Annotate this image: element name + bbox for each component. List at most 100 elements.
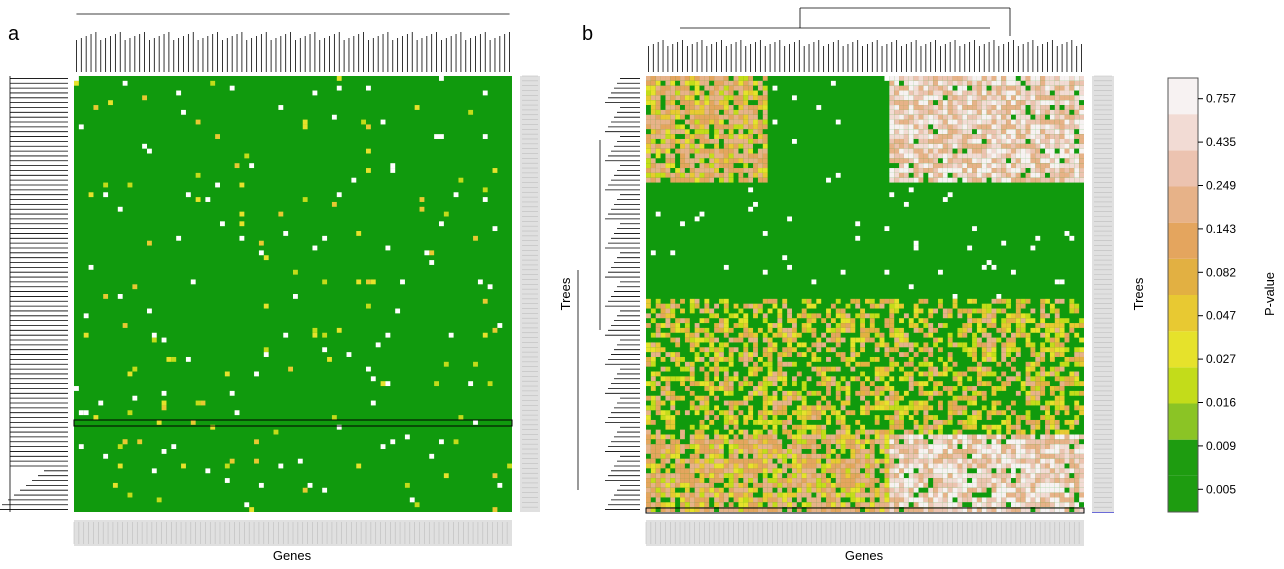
heatmap-b-cell — [801, 507, 807, 512]
heatmap-b-cell — [777, 386, 783, 391]
heatmap-b-cell — [1079, 76, 1084, 81]
heatmap-b-cell — [1015, 482, 1021, 488]
heatmap-b-cell — [680, 507, 685, 512]
heatmap-b-cell — [947, 502, 953, 508]
heatmap-b-cell — [748, 134, 754, 139]
heatmap-b-cell — [650, 347, 656, 353]
heatmap-b-cell — [646, 434, 651, 440]
heatmap-b-cell — [821, 468, 827, 474]
heatmap-b-cell — [738, 76, 744, 81]
heatmap-a-cell — [263, 347, 269, 353]
heatmap-b-cell — [913, 473, 919, 479]
heatmap-b-cell — [1049, 109, 1055, 115]
heatmap-b-cell — [860, 468, 865, 474]
heatmap-b-cell — [772, 453, 778, 459]
heatmap-b-cell — [957, 327, 963, 333]
heatmap-b-cell — [787, 337, 792, 343]
heatmap-b-cell — [894, 153, 900, 159]
heatmap-b-cell — [933, 138, 938, 144]
heatmap-b-cell — [777, 453, 783, 459]
heatmap-b-cell — [976, 487, 982, 493]
heatmap-b-cell — [899, 434, 904, 440]
heatmap-b-cell — [723, 473, 729, 479]
heatmap-b-cell — [1074, 168, 1080, 173]
heatmap-b-cell — [865, 361, 870, 367]
heatmap-b-cell — [709, 473, 715, 479]
heatmap-a-cell — [400, 279, 405, 285]
heatmap-b-cell — [903, 473, 909, 479]
heatmap-b-cell — [655, 90, 661, 96]
heatmap-a-cell — [151, 337, 157, 343]
heatmap-b-cell — [738, 332, 744, 338]
heatmap-b-cell — [757, 356, 763, 362]
heatmap-b-cell — [1064, 478, 1070, 483]
heatmap-b-cell — [757, 80, 763, 86]
heatmap-b-cell — [719, 114, 724, 120]
heatmap-b-cell — [1069, 177, 1075, 183]
heatmap-b-cell — [714, 303, 719, 309]
heatmap-b-cell — [908, 168, 914, 173]
heatmap-b-cell — [884, 371, 890, 377]
heatmap-b-cell — [874, 356, 880, 362]
heatmap-b-cell — [918, 463, 924, 469]
heatmap-b-cell — [714, 415, 719, 420]
heatmap-b-cell — [728, 487, 734, 493]
heatmap-b-cell — [1035, 177, 1041, 183]
heatmap-b-cell — [694, 172, 700, 178]
heatmap-b-cell — [670, 250, 676, 256]
heatmap-b-cell — [1045, 332, 1050, 338]
heatmap-b-cell — [840, 473, 846, 479]
heatmap-b-cell — [933, 327, 938, 333]
heatmap-b-cell — [1001, 502, 1007, 508]
heatmap-b-cell — [903, 405, 909, 411]
heatmap-b-cell — [1035, 105, 1041, 110]
heatmap-b-cell — [699, 143, 705, 149]
heatmap-b-cell — [1045, 415, 1050, 420]
heatmap-b-cell — [976, 129, 982, 135]
heatmap-b-cell — [646, 90, 651, 96]
heatmap-b-cell — [1015, 80, 1021, 86]
heatmap-b-cell — [767, 492, 773, 498]
heatmap-b-cell — [860, 332, 865, 338]
heatmap-b-cell — [835, 419, 841, 425]
heatmap-b-cell — [748, 187, 754, 193]
heatmap-b-cell — [748, 458, 754, 464]
heatmap-b-cell — [928, 458, 934, 464]
heatmap-b-cell — [689, 80, 695, 86]
heatmap-b-cell — [728, 492, 734, 498]
heatmap-b-cell — [762, 473, 768, 479]
heatmap-b-cell — [1020, 478, 1026, 483]
heatmap-b-cell — [680, 468, 685, 474]
heatmap-b-cell — [962, 158, 968, 164]
heatmap-b-cell — [845, 313, 851, 319]
heatmap-b-cell — [660, 85, 666, 91]
heatmap-b-cell — [1001, 468, 1007, 474]
heatmap-b-cell — [738, 482, 744, 488]
heatmap-b-cell — [655, 313, 661, 319]
heatmap-b-cell — [942, 197, 948, 202]
heatmap-a-cell — [492, 473, 498, 479]
heatmap-b-cell — [889, 90, 895, 96]
heatmap-b-cell — [1049, 158, 1055, 164]
heatmap-b-cell — [1079, 114, 1084, 120]
heatmap-b-cell — [1001, 129, 1007, 135]
heatmap-b-cell — [821, 507, 827, 512]
heatmap-b-cell — [792, 439, 797, 445]
heatmap-b-cell — [689, 342, 695, 348]
heatmap-b-cell — [699, 153, 705, 159]
heatmap-b-cell — [738, 356, 744, 362]
heatmap-b-cell — [1001, 439, 1007, 445]
heatmap-b-cell — [704, 124, 710, 130]
heatmap-b-cell — [1020, 109, 1026, 115]
heatmap-b-cell — [757, 386, 763, 391]
heatmap-b-cell — [1006, 478, 1011, 483]
heatmap-b-cell — [1035, 356, 1041, 362]
heatmap-b-cell — [986, 444, 992, 450]
heatmap-b-cell — [1030, 463, 1036, 469]
heatmap-b-cell — [1015, 444, 1021, 450]
heatmap-b-cell — [962, 148, 968, 154]
heatmap-b-cell — [1045, 337, 1050, 343]
heatmap-b-cell — [650, 468, 656, 474]
heatmap-b-cell — [757, 497, 763, 503]
heatmap-a-cell — [215, 182, 220, 188]
